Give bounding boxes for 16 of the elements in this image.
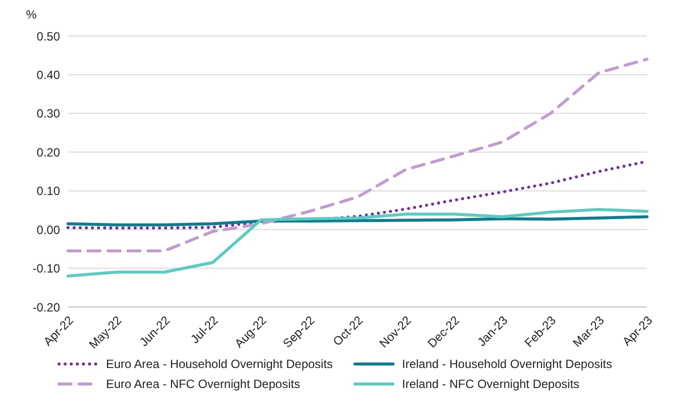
y-tick-label: -0.10 <box>32 262 60 276</box>
line-series <box>66 208 648 278</box>
y-tick-label: -0.20 <box>32 300 60 314</box>
y-axis-title: % <box>26 8 37 22</box>
y-tick-label: 0.50 <box>36 29 60 44</box>
y-tick-label: 0.10 <box>36 184 60 198</box>
legend-label: Ireland - Household Overnight Deposits <box>402 357 612 371</box>
legend-label: Euro Area - Household Overnight Deposits <box>106 357 333 371</box>
legend-label: Euro Area - NFC Overnight Deposits <box>106 377 300 391</box>
y-tick-label: 0.40 <box>36 68 60 82</box>
line-series <box>66 58 648 252</box>
legend-label: Ireland - NFC Overnight Deposits <box>402 377 580 391</box>
y-tick-label: 0.20 <box>36 145 60 160</box>
y-tick-label: 0.30 <box>36 106 60 121</box>
y-tick-label: 0.00 <box>36 222 60 237</box>
line-series <box>66 215 648 226</box>
